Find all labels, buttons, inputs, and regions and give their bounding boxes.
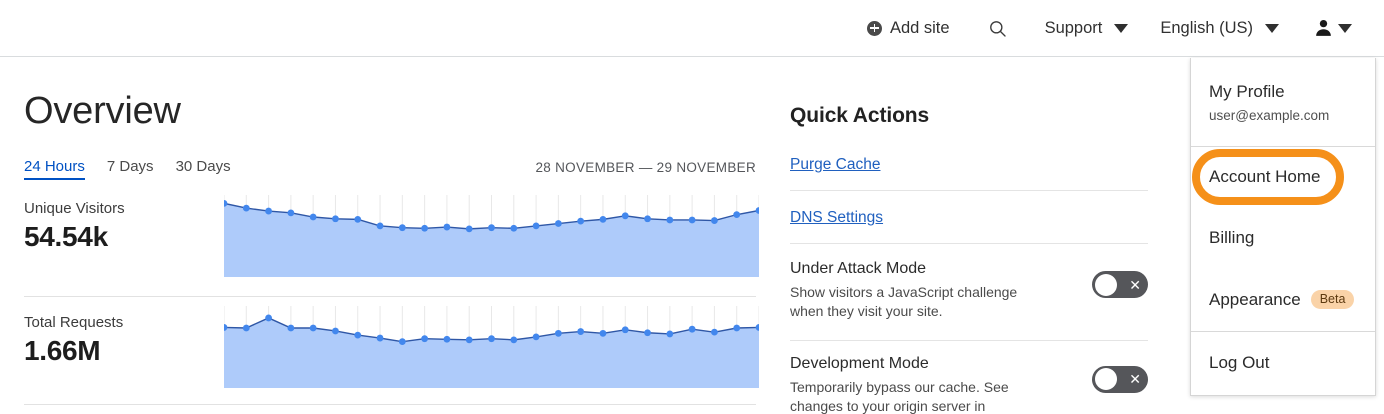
menu-item-account-home[interactable]: Account Home xyxy=(1191,147,1375,207)
date-range-label: 28 NOVEMBER — 29 NOVEMBER xyxy=(535,160,756,175)
menu-profile-email: user@example.com xyxy=(1209,108,1330,123)
development-mode-row: Development Mode Temporarily bypass our … xyxy=(790,355,1148,414)
timerange-tabs: 24 Hours 7 Days 30 Days xyxy=(24,158,756,180)
plus-circle-icon xyxy=(866,20,882,36)
menu-item-label: Log Out xyxy=(1209,353,1270,372)
close-x-icon: ✕ xyxy=(1129,371,1141,388)
chevron-down-icon xyxy=(1114,23,1129,33)
quick-actions-panel: Quick Actions Purge Cache DNS Settings U… xyxy=(790,104,1148,414)
language-menu[interactable]: English (US) xyxy=(1144,8,1295,48)
header-actions: Add site Support English (US) xyxy=(851,8,1384,48)
menu-item-label: Account Home xyxy=(1209,167,1321,186)
under-attack-mode-row: Under Attack Mode Show visitors a JavaSc… xyxy=(790,260,1148,322)
close-x-icon: ✕ xyxy=(1129,276,1141,293)
chart-total-requests xyxy=(220,306,763,393)
quick-actions-divider xyxy=(790,190,1148,191)
stat-unique-visitors: Unique Visitors 54.54k xyxy=(24,195,763,277)
menu-item-log-out[interactable]: Log Out xyxy=(1191,332,1375,394)
menu-item-label: Appearance xyxy=(1209,289,1301,309)
under-attack-mode-toggle[interactable]: ✕ xyxy=(1092,271,1148,298)
stat-label: Unique Visitors xyxy=(24,200,125,217)
menu-divider xyxy=(1191,331,1375,332)
development-mode-title: Development Mode xyxy=(790,354,929,372)
support-label: Support xyxy=(1044,18,1103,37)
menu-item-my-profile[interactable]: My Profile user@example.com xyxy=(1191,58,1375,146)
stat-value: 54.54k xyxy=(24,221,108,252)
stat-total-requests: Total Requests 1.66M xyxy=(24,296,763,388)
add-site-button[interactable]: Add site xyxy=(851,8,966,48)
dns-settings-link[interactable]: DNS Settings xyxy=(790,209,884,226)
user-avatar-icon xyxy=(1316,19,1331,36)
support-menu[interactable]: Support xyxy=(1029,8,1145,48)
menu-item-label: Billing xyxy=(1209,227,1255,247)
overview-section: Overview xyxy=(24,92,756,130)
area-chart-svg xyxy=(220,306,763,388)
development-mode-description: Temporarily bypass our cache. See change… xyxy=(790,378,1009,414)
search-icon xyxy=(989,20,1006,37)
tab-30-days[interactable]: 30 Days xyxy=(175,158,231,175)
top-header: Add site Support English (US) xyxy=(0,0,1384,57)
menu-divider xyxy=(1191,146,1375,147)
purge-cache-link[interactable]: Purge Cache xyxy=(790,156,881,173)
chart-unique-visitors xyxy=(220,195,763,282)
stat-divider-top xyxy=(24,296,756,297)
menu-item-billing[interactable]: Billing xyxy=(1191,207,1375,268)
search-button[interactable] xyxy=(966,19,1029,38)
timerange-tabs-row: 24 Hours 7 Days 30 Days 28 NOVEMBER — 29… xyxy=(24,158,756,180)
area-chart-svg xyxy=(220,195,763,277)
chevron-down-icon xyxy=(1338,23,1352,33)
account-menu-button[interactable] xyxy=(1295,17,1366,39)
stat-value: 1.66M xyxy=(24,335,101,366)
menu-profile-name: My Profile xyxy=(1209,82,1285,101)
quick-actions-title: Quick Actions xyxy=(790,104,930,127)
development-mode-toggle[interactable]: ✕ xyxy=(1092,365,1148,393)
menu-item-appearance[interactable]: Appearance Beta xyxy=(1191,268,1375,331)
account-dropdown-menu: My Profile user@example.com Account Home… xyxy=(1190,58,1376,396)
under-attack-mode-description: Show visitors a JavaScript challenge whe… xyxy=(790,284,1018,320)
quick-actions-divider xyxy=(790,339,1148,341)
beta-badge: Beta xyxy=(1310,289,1355,310)
add-site-label: Add site xyxy=(889,18,950,37)
stat-label: Total Requests xyxy=(24,314,124,331)
quick-actions-divider xyxy=(790,243,1148,244)
language-label: English (US) xyxy=(1160,18,1253,37)
stat-divider-bottom xyxy=(24,404,756,405)
toggle-knob xyxy=(1094,368,1117,391)
toggle-knob xyxy=(1094,273,1117,296)
page-title: Overview xyxy=(24,90,181,132)
tab-7-days[interactable]: 7 Days xyxy=(106,158,154,175)
under-attack-mode-title: Under Attack Mode xyxy=(790,260,927,277)
tab-24-hours[interactable]: 24 Hours xyxy=(24,158,85,180)
chevron-down-icon xyxy=(1265,23,1279,33)
